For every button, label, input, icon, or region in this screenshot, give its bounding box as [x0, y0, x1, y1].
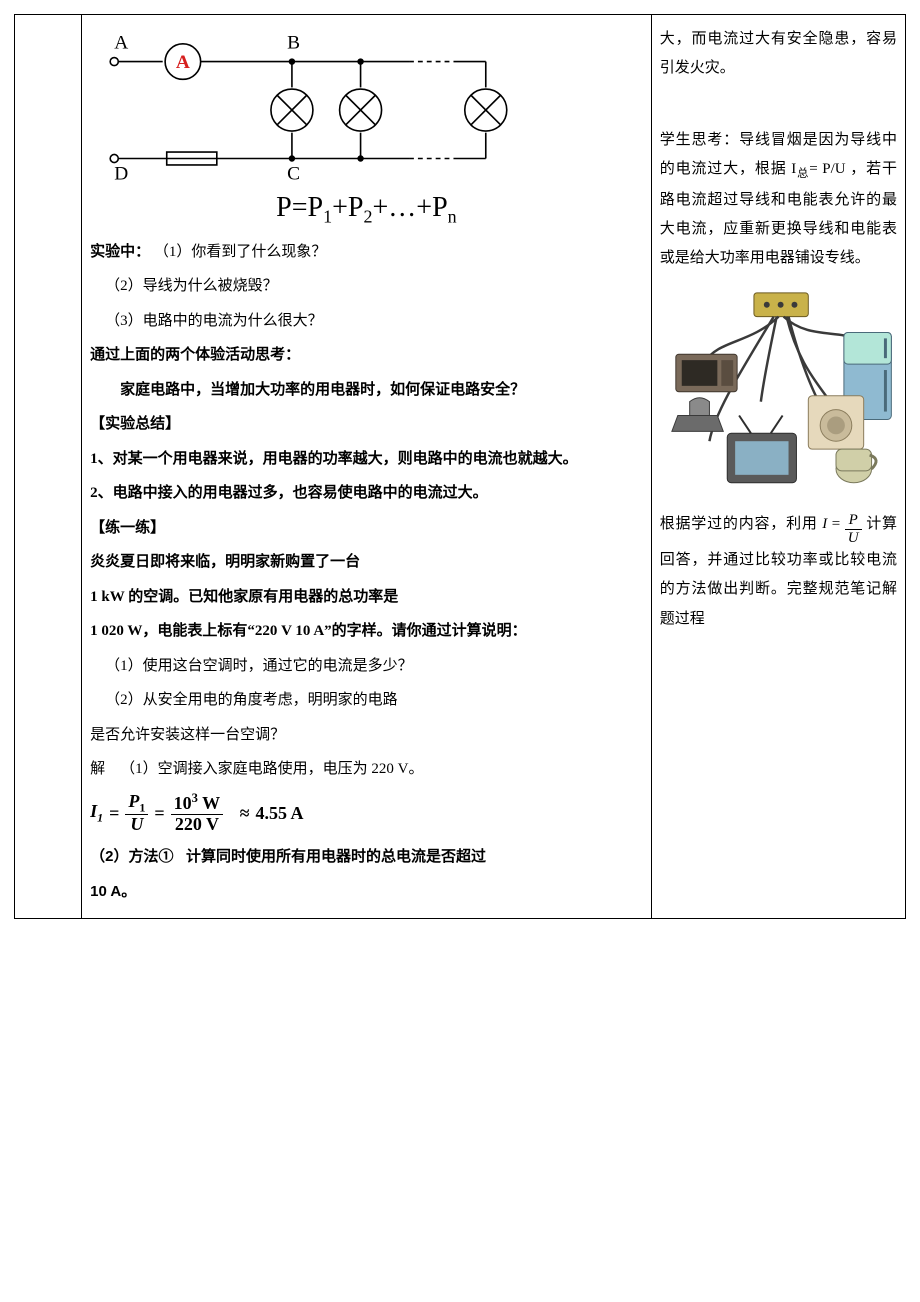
side-p3: 根据学过的内容，利用 I = P U 计算回答，并通过比较功率或比较电流的方法做… — [660, 510, 897, 634]
sub-q2a: （2）从安全用电的角度考虑，明明家的电路 — [90, 686, 643, 715]
side-p2-sub: 总 — [796, 168, 809, 180]
exp-line-1: 实验中： （1）你看到了什么现象？ — [90, 238, 643, 267]
side-p2: 学生思考：导线冒烟是因为导线中的电流过大，根据 I总= P/U ，若干路电流超过… — [660, 126, 897, 274]
think-header: 通过上面的两个体验活动思考： — [90, 341, 643, 370]
page-table: A A B C D P=P1+P2+…+Pn 实验中： （1）你看到了什么现象？ — [14, 14, 906, 919]
side-eq-den: U — [845, 530, 862, 547]
left-margin-cell — [15, 15, 82, 919]
label-A: A — [114, 33, 128, 54]
sub-q2b: 是否允许安装这样一台空调？ — [90, 721, 643, 750]
label-B: B — [287, 33, 300, 54]
circuit-diagram: A A B C D — [90, 21, 643, 188]
summary1-text: 对某一个用电器来说，用电器的功率越大，则电路中的电流也就越大。 — [113, 451, 578, 467]
eq-eq2: = — [154, 803, 164, 824]
eq-f1-num-sub: 1 — [139, 800, 145, 814]
sol-2b: 计算同时使用所有用电器时的总电流是否超过 — [186, 848, 486, 865]
eq-f2-num: 103 W — [171, 792, 223, 815]
formula-total-power: P=P1+P2+…+Pn — [90, 192, 643, 228]
summary-2: 2、电路中接入的用电器过多，也容易使电路中的电流过大。 — [90, 479, 643, 508]
circuit-svg: A A B C D — [90, 29, 510, 183]
side-gap-1 — [660, 88, 897, 122]
eq-approx: ≈ — [240, 803, 250, 824]
eq-eq1: = — [109, 803, 119, 824]
side-eq-eq: = — [832, 516, 840, 532]
sol-label: 解 — [90, 761, 105, 777]
problem-l1: 炎炎夏日即将来临，明明家新购置了一台 — [90, 548, 643, 577]
ammeter-letter: A — [176, 52, 190, 73]
side-eq-num: P — [845, 512, 862, 530]
summary1-num: 1、 — [90, 451, 113, 467]
problem-l3: 1 020 W，电能表上标有“220 V 10 A”的字样。请你通过计算说明： — [90, 617, 643, 646]
label-D: D — [114, 164, 128, 184]
sub-q1: （1）使用这台空调时，通过它的电流是多少？ — [90, 652, 643, 681]
eq-lhs-sub: 1 — [97, 811, 103, 825]
eq-f1-num: P — [128, 791, 139, 811]
exp-q3: （3）电路中的电流为什么很大？ — [90, 307, 643, 336]
sol-1-text: （1）空调接入家庭电路使用，电压为 220 V。 — [120, 761, 423, 777]
side-p1: 大，而电流过大有安全隐患，容易引发火灾。 — [660, 25, 897, 84]
summary-tag: 【实验总结】 — [90, 410, 643, 439]
exp-q1: （1）你看到了什么现象？ — [154, 244, 327, 260]
practice-tag: 【练一练】 — [90, 514, 643, 543]
main-cell: A A B C D P=P1+P2+…+Pn 实验中： （1）你看到了什么现象？ — [82, 15, 652, 919]
eq-rhs: 4.55 A — [256, 803, 304, 824]
side-eq-lhs: I — [822, 516, 827, 532]
exp-header: 实验中： — [90, 244, 150, 260]
equation-I1: I1 = P1 U = 103 W 220 V ≈ 4.55 A — [90, 792, 643, 836]
summary2-num: 2、 — [90, 485, 113, 501]
sol-2c: 10 A。 — [90, 878, 643, 907]
think-body: 家庭电路中，当增加大功率的用电器时，如何保证电路安全？ — [90, 376, 643, 405]
sol-2-line: （2）方法① 计算同时使用所有用电器时的总电流是否超过 — [90, 843, 643, 872]
side-p3a: 根据学过的内容，利用 — [660, 516, 823, 532]
summary-1: 1、对某一个用电器来说，用电器的功率越大，则电路中的电流也就越大。 — [90, 445, 643, 474]
exp-q2: （2）导线为什么被烧毁？ — [90, 272, 643, 301]
sol-line-1: 解 （1）空调接入家庭电路使用，电压为 220 V。 — [90, 755, 643, 784]
side-cell: 大，而电流过大有安全隐患，容易引发火灾。 学生思考：导线冒烟是因为导线中的电流过… — [651, 15, 905, 919]
summary2-text: 电路中接入的用电器过多，也容易使电路中的电流过大。 — [113, 485, 488, 501]
problem-l2: 1 kW 的空调。已知他家原有用电器的总功率是 — [90, 583, 643, 612]
sol-2a: （2）方法① — [90, 848, 173, 865]
label-C: C — [287, 164, 300, 184]
eq-f1-den: U — [125, 815, 148, 835]
eq-f2-den: 220 V — [171, 815, 223, 835]
appliances-illustration — [660, 285, 897, 493]
